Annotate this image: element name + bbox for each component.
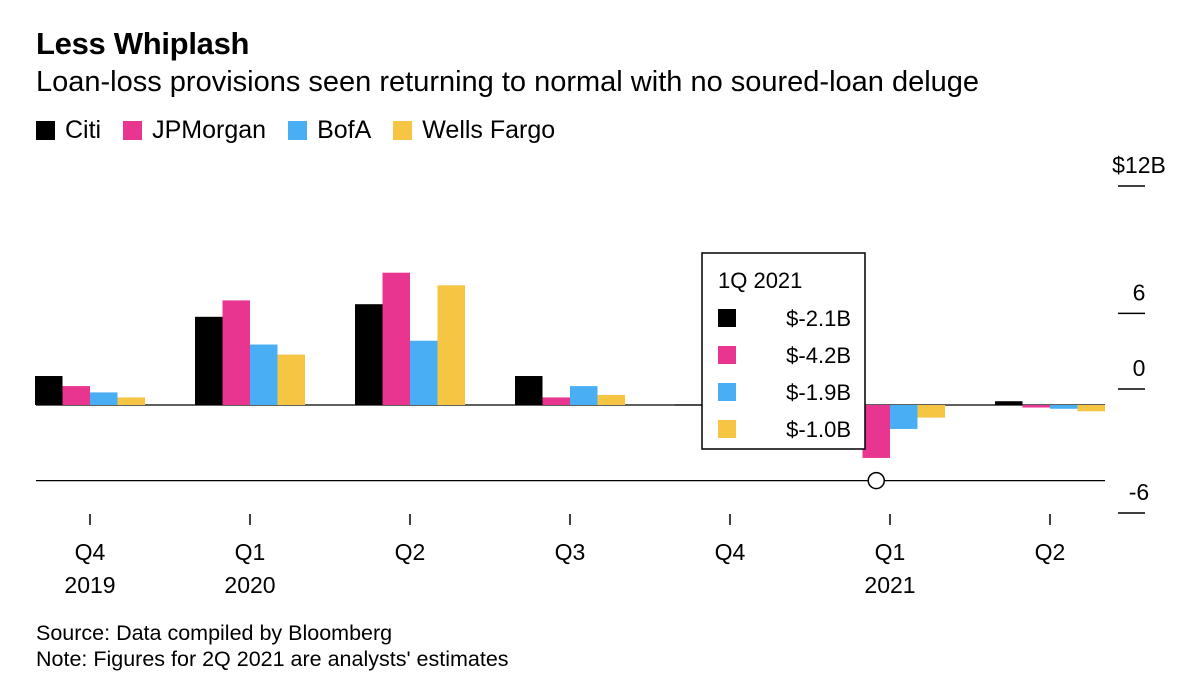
- x-tick-label: Q1: [235, 539, 266, 565]
- tooltip-value: $-1.0B: [786, 417, 851, 442]
- bar-citi-1: [195, 316, 223, 405]
- bar-jpmorgan-2: [382, 272, 410, 405]
- x-tick-label: Q4: [715, 539, 746, 565]
- bar-citi-0: [35, 376, 63, 405]
- source-note: Source: Data compiled by Bloomberg: [36, 621, 393, 645]
- bar-bofa-3: [570, 386, 598, 405]
- bar-jpmorgan-5: [862, 405, 890, 458]
- bar-jpmorgan-6: [1022, 405, 1050, 408]
- chart-title: Less Whiplash: [36, 26, 250, 61]
- bar-wells-fargo-0: [117, 397, 145, 405]
- legend-swatch-citi: [36, 121, 55, 140]
- bar-jpmorgan-3: [542, 397, 570, 405]
- x-tick-label: Q2: [1035, 539, 1066, 565]
- legend-label-bofa: BofA: [317, 116, 372, 144]
- bar-wells-fargo-2: [437, 285, 465, 405]
- tooltip-swatch: [718, 420, 736, 438]
- x-tick-label: Q2: [395, 539, 426, 565]
- bar-wells-fargo-5: [917, 405, 945, 418]
- tooltip-value: $-4.2B: [786, 343, 851, 368]
- legend-swatch-bofa: [288, 121, 308, 140]
- tooltip-title: 1Q 2021: [718, 268, 802, 293]
- x-tick-year-label: 2020: [224, 572, 275, 598]
- legend-label-citi: Citi: [65, 116, 102, 144]
- x-tick-label: Q4: [75, 539, 106, 565]
- tooltip-swatch: [718, 309, 736, 327]
- bar-bofa-2: [410, 340, 438, 405]
- x-tick-label: Q1: [875, 539, 906, 565]
- y-tick-label: 0: [1133, 355, 1146, 381]
- hover-marker: [867, 471, 885, 490]
- legend-swatch-wells-fargo: [393, 121, 413, 140]
- x-tick-year-label: 2021: [864, 572, 915, 598]
- legend: Citi JPMorgan BofA Wells Fargo: [36, 116, 577, 145]
- bar-citi-4: [675, 404, 703, 406]
- legend-item-bofa: BofA: [288, 116, 371, 145]
- y-tick-label: $12B: [1112, 152, 1166, 178]
- bar-bofa-1: [250, 344, 278, 405]
- bar-citi-3: [515, 376, 543, 405]
- bar-citi-6: [995, 401, 1023, 405]
- legend-swatch-jpmorgan: [123, 121, 143, 140]
- estimate-note: Note: Figures for 2Q 2021 are analysts' …: [36, 647, 509, 671]
- legend-label-jpmorgan: JPMorgan: [152, 116, 267, 144]
- legend-item-wells-fargo: Wells Fargo: [393, 116, 555, 145]
- bar-bofa-6: [1050, 405, 1078, 409]
- tooltip-swatch: [718, 346, 736, 364]
- tooltip-value: $-2.1B: [786, 306, 851, 331]
- tooltip-swatch: [718, 383, 736, 401]
- x-tick-label: Q3: [555, 539, 586, 565]
- bar-wells-fargo-3: [597, 394, 625, 405]
- bar-jpmorgan-1: [222, 300, 250, 405]
- legend-item-citi: Citi: [36, 116, 101, 145]
- bar-bofa-0: [90, 392, 118, 405]
- bar-jpmorgan-0: [62, 386, 90, 405]
- y-tick-label: 6: [1133, 279, 1146, 305]
- legend-label-wells-fargo: Wells Fargo: [422, 116, 556, 144]
- bar-wells-fargo-6: [1077, 405, 1105, 412]
- bar-citi-2: [355, 304, 383, 405]
- legend-item-jpmorgan: JPMorgan: [123, 116, 266, 145]
- bar-bofa-5: [890, 405, 918, 429]
- y-tick-label: -6: [1129, 479, 1149, 505]
- x-tick-year-label: 2019: [64, 572, 115, 598]
- tooltip-value: $-1.9B: [786, 380, 851, 405]
- chart-subtitle: Loan-loss provisions seen returning to n…: [36, 66, 980, 98]
- bar-wells-fargo-1: [277, 354, 305, 405]
